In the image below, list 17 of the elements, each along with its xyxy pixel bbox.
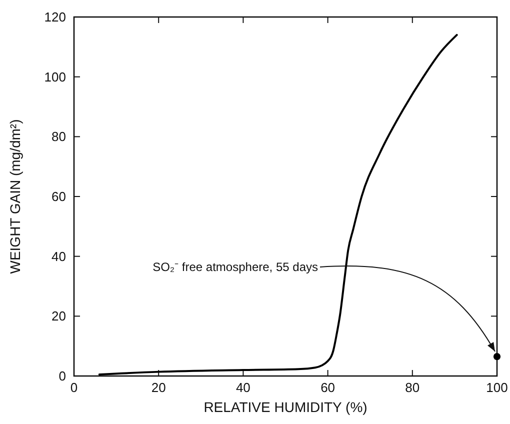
y-tick-label: 80 bbox=[52, 129, 66, 144]
x-tick-label: 40 bbox=[236, 380, 250, 395]
x-tick-label: 0 bbox=[70, 380, 78, 395]
annotation: SO₂⁻ free atmosphere, 55 days bbox=[152, 260, 318, 274]
line-series bbox=[98, 34, 458, 376]
y-tick-label: 20 bbox=[52, 308, 66, 324]
y-tick-label: 60 bbox=[52, 189, 66, 204]
x-tick-label: 20 bbox=[151, 380, 166, 395]
x-tick-label: 60 bbox=[320, 380, 336, 395]
x-axis-title: RELATIVE HUMIDITY (%) bbox=[204, 399, 368, 415]
x-tick-label: 100 bbox=[486, 380, 508, 395]
y-tick-label: 100 bbox=[44, 69, 66, 84]
y-axis-title: WEIGHT GAIN (mg/dm²) bbox=[7, 119, 23, 274]
y-tick-label: 120 bbox=[44, 10, 66, 24]
y-tick-label: 0 bbox=[58, 368, 66, 384]
x-tick-label: 80 bbox=[405, 380, 420, 395]
y-tick-label: 40 bbox=[52, 248, 66, 264]
